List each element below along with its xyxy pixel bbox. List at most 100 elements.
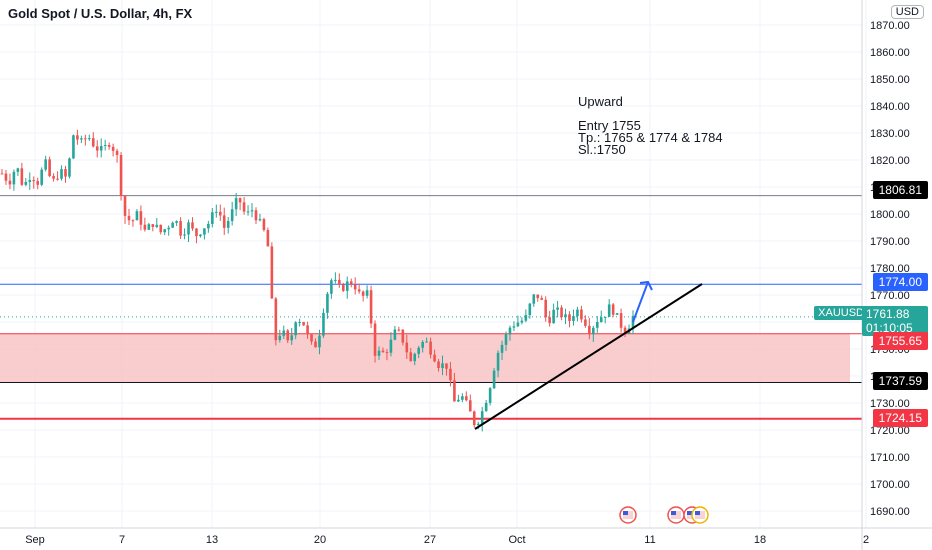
candle-body: [258, 219, 262, 221]
candle-body: [516, 322, 520, 327]
candle-body: [12, 171, 16, 185]
candle-body: [532, 294, 536, 304]
candle-body: [151, 224, 155, 227]
y-tick-label: 1790.00: [870, 236, 910, 248]
candle-body: [556, 307, 559, 310]
candle-body: [603, 316, 607, 318]
candle-body: [405, 342, 409, 353]
trendline-group: [474, 280, 703, 430]
candle-body: [40, 169, 43, 185]
candle-body: [429, 341, 432, 355]
annotation-title: Upward: [578, 94, 623, 109]
y-tick-label: 1860.00: [870, 47, 910, 59]
candle-body: [461, 396, 464, 400]
candle-body: [504, 334, 508, 345]
projection-arrow: [632, 281, 649, 323]
x-tick-label: Oct: [508, 534, 525, 546]
candle-body: [564, 314, 567, 318]
candle-body: [107, 145, 111, 147]
candle-body: [179, 221, 182, 236]
candle-body: [306, 325, 309, 335]
candle-body: [175, 221, 178, 223]
currency-badge[interactable]: USD: [890, 5, 924, 19]
candle-body: [115, 150, 119, 156]
candle-body: [211, 212, 214, 224]
candle-body: [123, 195, 127, 216]
candle-body: [111, 146, 115, 151]
event-flag-canton: [687, 511, 692, 515]
candle-body: [44, 159, 47, 170]
candle-body: [322, 312, 325, 336]
candle-body: [159, 224, 163, 233]
candle-body: [8, 180, 12, 185]
y-tick-label: 1800.00: [870, 209, 910, 221]
candle-body: [631, 315, 635, 329]
candle-body: [199, 234, 202, 237]
candle-body: [349, 281, 353, 285]
candle-body: [465, 396, 468, 401]
candle-body: [88, 138, 91, 140]
candle-body: [119, 155, 123, 196]
candle-body: [437, 361, 440, 369]
candle-body: [195, 228, 198, 237]
x-tick-label: 2: [863, 534, 869, 546]
candle-body: [468, 400, 472, 412]
candle-body: [310, 334, 313, 342]
support-zone: [0, 333, 862, 384]
x-tick-label: 13: [206, 534, 218, 546]
candle-body: [476, 423, 480, 426]
candle-body: [508, 327, 512, 335]
event-flag-icon: [619, 506, 637, 524]
candle-body: [163, 229, 167, 233]
candle-body: [4, 173, 8, 181]
last-price-value: 1761.88: [866, 307, 910, 321]
candle-body: [103, 145, 107, 147]
candle-body: [488, 388, 492, 403]
candle-body: [385, 352, 389, 354]
candle-body: [611, 304, 615, 315]
candle-body: [393, 329, 397, 340]
candle-body: [326, 293, 329, 313]
candle-body: [318, 335, 321, 348]
candle-body: [369, 290, 373, 324]
candle-body: [302, 322, 305, 326]
candle-body: [215, 211, 218, 213]
candle-body: [520, 320, 524, 323]
candle-body: [286, 330, 290, 341]
candle-body: [492, 370, 496, 389]
candle-body: [135, 211, 139, 221]
candle-body: [457, 399, 460, 402]
bar-countdown: 01:10:05: [866, 321, 913, 335]
candle-body: [560, 307, 563, 318]
candle-body: [246, 211, 250, 213]
symbol-tag[interactable]: XAUUSD: [814, 306, 868, 320]
candle-body: [365, 290, 369, 296]
candle-body: [377, 350, 381, 356]
candle-body: [147, 224, 151, 230]
candle-body: [171, 222, 174, 228]
horizontal-levels: [0, 195, 862, 420]
y-tick-label: 1700.00: [870, 479, 910, 491]
x-tick-label: 20: [314, 534, 326, 546]
candle-body: [413, 353, 417, 362]
candle-body: [262, 219, 266, 231]
candle-body: [607, 304, 611, 317]
candle-body: [353, 284, 357, 290]
candle-body: [234, 198, 238, 210]
candle-body: [484, 402, 488, 412]
candle-body: [270, 246, 274, 299]
x-tick-label: 11: [644, 534, 655, 546]
y-tick-label: 1850.00: [870, 74, 910, 86]
event-flag-canton: [671, 511, 676, 515]
candle-body: [72, 135, 75, 159]
annotation-stop-loss: Sl.:1750: [578, 142, 626, 157]
candle-body: [421, 341, 424, 348]
candle-body: [314, 341, 317, 348]
event-flag-icon: [691, 506, 709, 524]
candle-body: [592, 327, 595, 335]
annotation-entry: Entry 1755: [578, 118, 641, 133]
candle-body: [540, 298, 544, 300]
trendline: [474, 283, 703, 430]
